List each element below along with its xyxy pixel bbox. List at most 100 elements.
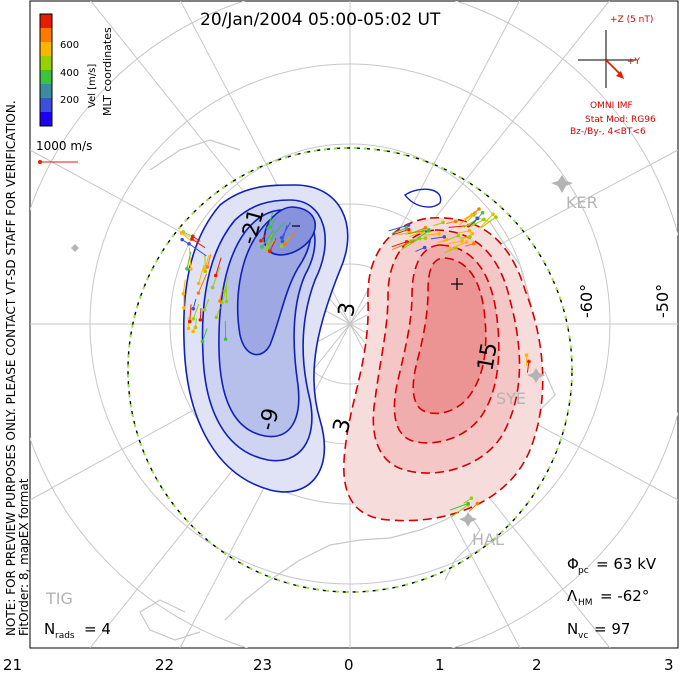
velocity-vector <box>469 218 478 227</box>
mlt-tick: 2 <box>532 656 542 674</box>
velocity-vector-origin <box>442 235 447 239</box>
mlt-grid <box>30 1 678 648</box>
colorbar-band <box>40 70 52 85</box>
velocity-vector-origin <box>202 267 207 271</box>
velocity-vector <box>266 232 273 248</box>
velocity-vector <box>430 236 445 240</box>
velocity-vector-origin <box>426 228 431 233</box>
lambda-hm: Λ HM = -62° <box>567 587 649 608</box>
station-ker: KER <box>551 175 598 212</box>
velocity-vector-origin <box>470 231 475 236</box>
mlt-tick: 22 <box>155 656 174 674</box>
station-label: KER <box>566 193 598 212</box>
velocity-vector <box>186 251 192 269</box>
svg-text:vc: vc <box>578 631 588 641</box>
mlt-tick: 3 <box>664 656 674 674</box>
n-vc-value: = 97 <box>594 620 630 638</box>
velocity-vector-origin <box>456 233 461 238</box>
velocity-vector-origin <box>423 225 428 230</box>
velocity-vector-origin <box>477 207 481 211</box>
velocity-vector-origin <box>196 291 201 295</box>
velocity-vector-origin <box>214 315 219 320</box>
velocity-vector <box>284 230 297 245</box>
velocity-vector-origin <box>467 228 472 233</box>
velocity-vector <box>198 273 207 294</box>
velocity-vector-origin <box>441 220 445 225</box>
velocity-vector <box>409 231 422 238</box>
velocity-vector <box>459 233 473 242</box>
colorbar-band <box>40 42 52 57</box>
velocity-vector-origin <box>210 285 215 290</box>
velocity-vector <box>261 229 275 248</box>
colorbar-band <box>40 98 52 113</box>
velocity-vector-origin <box>469 496 474 500</box>
velocity-vector-origin <box>187 319 192 324</box>
station-label: TIG <box>45 589 73 608</box>
station-hal: HAL <box>459 512 504 549</box>
velocity-vector <box>199 308 202 320</box>
velocity-vector-origin <box>218 299 222 303</box>
velocity-vector-origin <box>223 337 228 341</box>
velocity-vector-origin <box>423 236 428 241</box>
velocity-colorbar: 600 400 200 Vel [m/s] <box>39 13 98 127</box>
velocity-vector-origin <box>182 306 186 310</box>
velocity-vector-origin <box>470 213 474 217</box>
velocity-vector-origin <box>187 242 191 246</box>
phi-pc: Φ pc = 63 kV <box>567 555 657 576</box>
velocity-vector <box>204 254 210 270</box>
preview-note: NOTE: FOR PREVIEW PURPOSES ONLY. PLEASE … <box>4 100 18 636</box>
velocity-vector <box>215 257 222 276</box>
mlt-tick: 1 <box>435 656 445 674</box>
velocity-vector <box>189 247 192 270</box>
vector-scale: 1000 m/s <box>36 139 92 164</box>
contour-label: 3 <box>334 301 361 319</box>
velocity-vector <box>188 243 207 257</box>
velocity-vector-origin <box>180 237 184 242</box>
velocity-vector <box>269 238 277 252</box>
velocity-vector-origin <box>200 339 205 344</box>
velocity-vector <box>470 218 485 227</box>
small-contour <box>403 188 442 208</box>
velocity-vector-origin <box>482 217 486 222</box>
svg-text:N: N <box>567 620 578 638</box>
velocity-vector-origin <box>191 306 196 311</box>
potential-max-marker <box>451 278 463 290</box>
velocity-vector <box>181 232 192 242</box>
colorbar-tick: 600 <box>60 40 79 51</box>
colorbar-band <box>40 84 52 99</box>
velocity-vector-origin <box>213 273 218 278</box>
velocity-vector-origin <box>188 267 193 271</box>
velocity-vector-origin <box>472 241 476 246</box>
svg-text:Λ: Λ <box>567 587 578 605</box>
velocity-vector <box>422 233 440 236</box>
velocity-vector <box>192 303 200 319</box>
imf-condition: Bz-/By-, 4<BT<6 <box>570 127 646 137</box>
station-sye: SYE <box>496 368 545 408</box>
velocity-vector-origin <box>475 216 480 221</box>
svg-text:pc: pc <box>578 566 589 576</box>
station-label: SYE <box>496 389 526 408</box>
negative-potential-cell <box>182 184 349 493</box>
velocity-vector <box>204 299 210 311</box>
contour-label: 15 <box>473 341 502 373</box>
velocity-vector <box>281 224 288 242</box>
velocity-vector <box>449 503 469 511</box>
mlt-axis: 21 22 23 0 1 2 3 <box>3 656 674 674</box>
velocity-vector-origin <box>279 244 284 249</box>
velocity-vector-origin <box>406 223 411 227</box>
velocity-vector <box>266 239 276 250</box>
mlt-tick: 21 <box>3 656 22 674</box>
velocity-vector-origin <box>190 234 195 239</box>
velocity-vector-origin <box>202 308 207 312</box>
velocity-vector <box>215 306 221 318</box>
imf-z-label: +Z (5 nT) <box>610 15 653 25</box>
colorbar-band <box>40 28 52 43</box>
velocity-vector <box>408 237 426 241</box>
velocity-vector <box>479 213 494 228</box>
velocity-vector <box>401 238 420 251</box>
fit-order-note: FitOrder: 8, mapEX format <box>17 478 31 636</box>
n-rads-value: = 4 <box>84 620 111 638</box>
svg-text:rads: rads <box>55 631 75 641</box>
velocity-vector-origin <box>190 237 194 241</box>
velocity-vector-origin <box>265 247 269 252</box>
